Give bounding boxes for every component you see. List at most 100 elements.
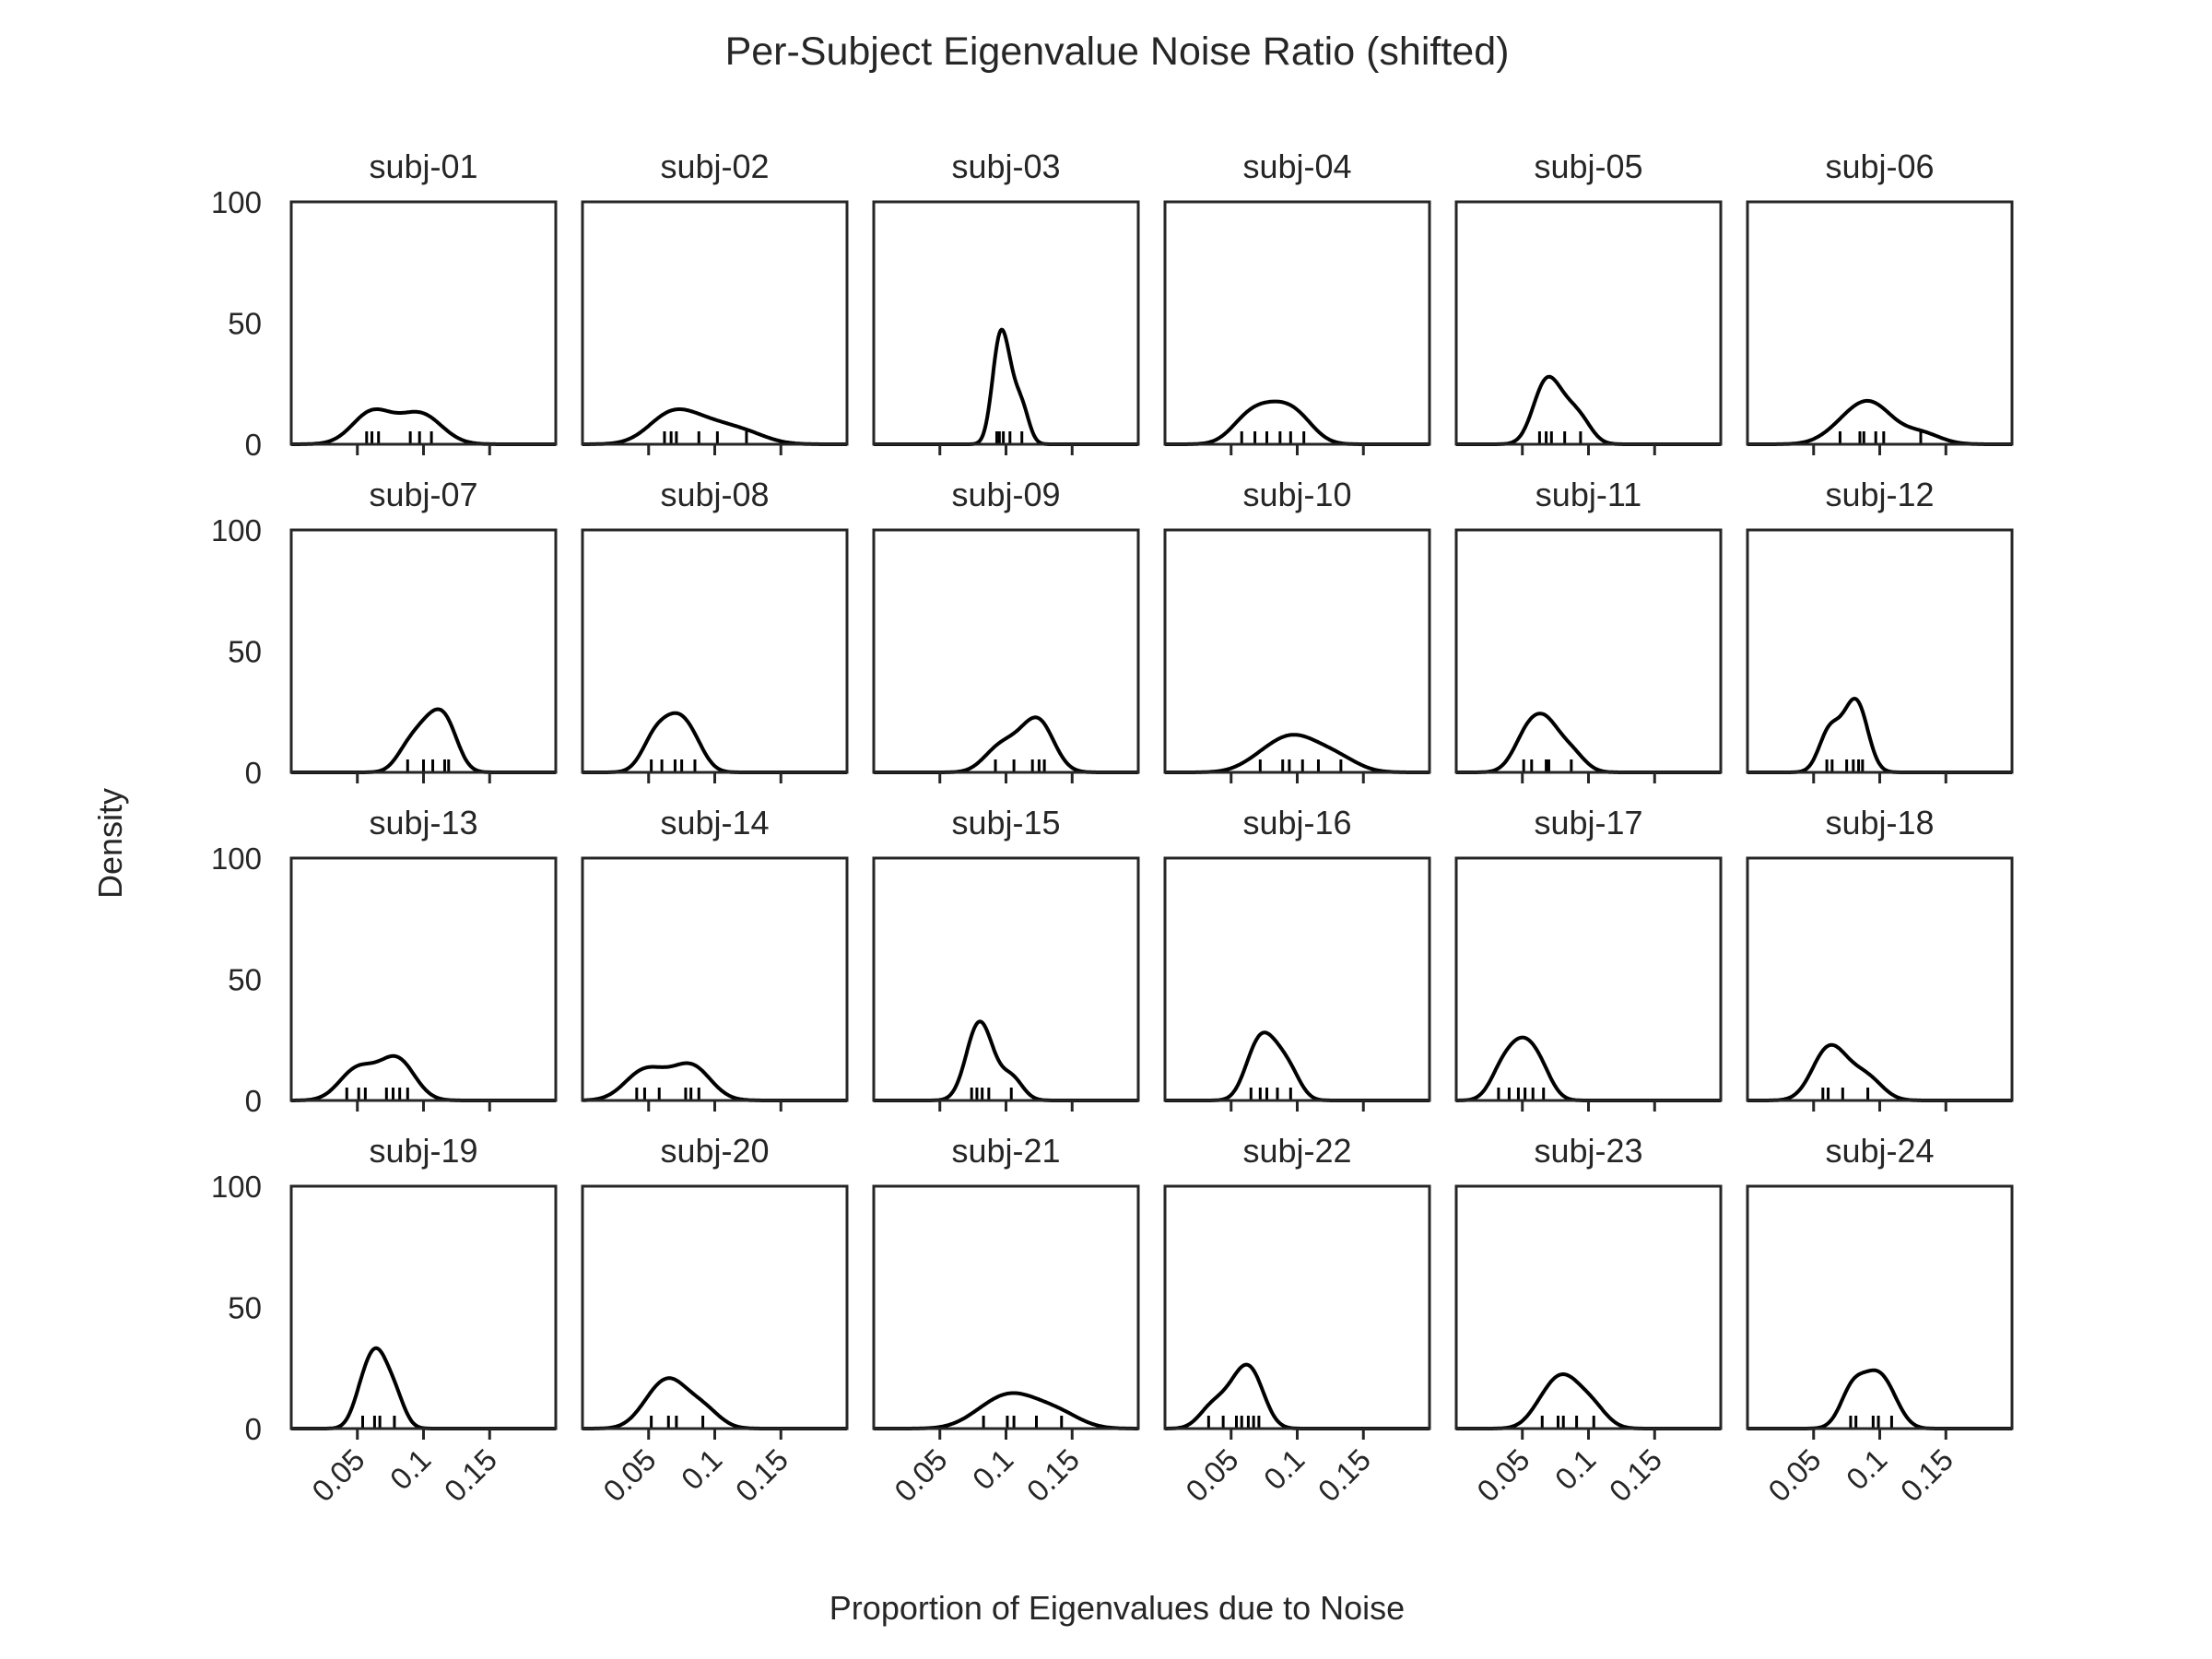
panel-title: subj-24 [1825,1132,1934,1170]
density-curve [1747,1042,2013,1102]
panel-title: subj-12 [1825,476,1934,513]
panel-subj-18: subj-18 [1746,804,2014,1112]
panel-frame [1454,200,1723,446]
panel-frame [1163,856,1431,1102]
panel-title: subj-07 [369,476,477,513]
density-curve [1747,697,2013,774]
panel-subj-16: subj-16 [1163,804,1431,1112]
panel-subj-13: subj-13 0 50 100 [211,804,558,1118]
panel-subj-14: subj-14 [581,804,849,1112]
panel-frame [1746,856,2014,1102]
panel-title: subj-21 [951,1132,1060,1170]
y-tick-label: 0 [245,428,262,462]
panel-subj-20: subj-20 0.05 0.1 0.15 [581,1132,849,1509]
panel-subj-11: subj-11 [1454,476,1723,783]
panel-subj-15: subj-15 [872,804,1140,1112]
density-curve [290,1346,557,1430]
panel-title: subj-13 [369,804,477,841]
x-tick-label: 0.15 [729,1442,795,1509]
panel-title: subj-09 [951,476,1060,513]
density-curve [873,715,1139,774]
y-tick-label: 50 [228,307,262,341]
x-tick-label: 0.05 [596,1442,663,1509]
density-curve [1455,712,1722,774]
x-tick-label: 0.1 [1257,1442,1312,1497]
panel-subj-05: subj-05 [1454,147,1723,455]
y-tick-label: 50 [228,1291,262,1325]
panel-subj-08: subj-08 [581,476,849,783]
x-tick-label: 0.15 [1020,1442,1087,1509]
panel-frame [581,528,849,774]
x-tick-label: 0.15 [1603,1442,1669,1509]
density-curve [1164,1030,1430,1102]
panel-title: subj-05 [1534,147,1642,185]
x-tick-label: 0.15 [1894,1442,1960,1509]
x-tick-label: 0.1 [1840,1442,1894,1497]
panel-subj-17: subj-17 [1454,804,1723,1112]
panel-title: subj-06 [1825,147,1934,185]
panel-title: subj-08 [660,476,769,513]
density-curve [582,1376,848,1430]
x-tick-label: 0.05 [888,1442,954,1509]
panel-subj-22: subj-22 0.05 0.1 0.15 [1163,1132,1431,1509]
x-tick-label: 0.1 [675,1442,729,1497]
x-tick-label: 0.05 [1761,1442,1828,1509]
panel-subj-01: subj-01 0 50 100 [211,147,558,462]
chart-title: Per-Subject Eigenvalue Noise Ratio (shif… [725,29,1510,74]
panel-subj-06: subj-06 [1746,147,2014,455]
panel-frame [872,856,1140,1102]
panel-subj-04: subj-04 [1163,147,1431,455]
x-axis-label: Proportion of Eigenvalues due to Noise [830,1589,1405,1627]
y-axis-label: Density [91,788,129,899]
panel-frame [1746,1184,2014,1430]
panel-frame [1454,528,1723,774]
density-curve [1164,399,1430,446]
facet-grid: subj-01 0 50 100 subj-02 subj-03 subj-04 subj-0… [211,147,2014,1509]
panel-frame [1746,528,2014,774]
x-tick-label: 0.15 [1312,1442,1378,1509]
panel-frame [289,528,558,774]
panel-frame [581,200,849,446]
density-curve [873,327,1139,446]
panel-frame [1163,1184,1431,1430]
panel-subj-07: subj-07 0 50 100 [211,476,558,790]
density-curve [1747,398,2013,446]
y-tick-label: 50 [228,963,262,997]
density-curve [1455,1035,1722,1102]
panel-title: subj-20 [660,1132,769,1170]
panel-subj-23: subj-23 0.05 0.1 0.15 [1454,1132,1723,1509]
panel-frame [581,856,849,1102]
panel-title: subj-16 [1242,804,1351,841]
panel-frame [289,200,558,446]
panel-frame [1746,200,2014,446]
panel-subj-12: subj-12 [1746,476,2014,783]
y-tick-label: 100 [211,841,262,876]
panel-subj-03: subj-03 [872,147,1140,455]
panel-subj-10: subj-10 [1163,476,1431,783]
panel-title: subj-02 [660,147,769,185]
panel-frame [289,856,558,1102]
density-curve [1164,733,1430,774]
panel-title: subj-23 [1534,1132,1642,1170]
density-curve [582,711,848,774]
density-curve [873,1019,1139,1102]
y-tick-label: 100 [211,1170,262,1204]
x-tick-label: 0.05 [305,1442,371,1509]
y-tick-label: 0 [245,756,262,790]
x-tick-label: 0.15 [438,1442,504,1509]
panel-subj-24: subj-24 0.05 0.1 0.15 [1746,1132,2014,1509]
x-tick-label: 0.1 [383,1442,438,1497]
panel-title: subj-19 [369,1132,477,1170]
y-tick-label: 50 [228,635,262,669]
panel-title: subj-04 [1242,147,1351,185]
panel-title: subj-22 [1242,1132,1351,1170]
x-tick-label: 0.1 [966,1442,1020,1497]
panel-title: subj-14 [660,804,769,841]
y-tick-label: 100 [211,513,262,547]
y-tick-label: 0 [245,1084,262,1118]
panel-frame [872,200,1140,446]
panel-frame [289,1184,558,1430]
panel-title: subj-01 [369,147,477,185]
panel-title: subj-15 [951,804,1060,841]
